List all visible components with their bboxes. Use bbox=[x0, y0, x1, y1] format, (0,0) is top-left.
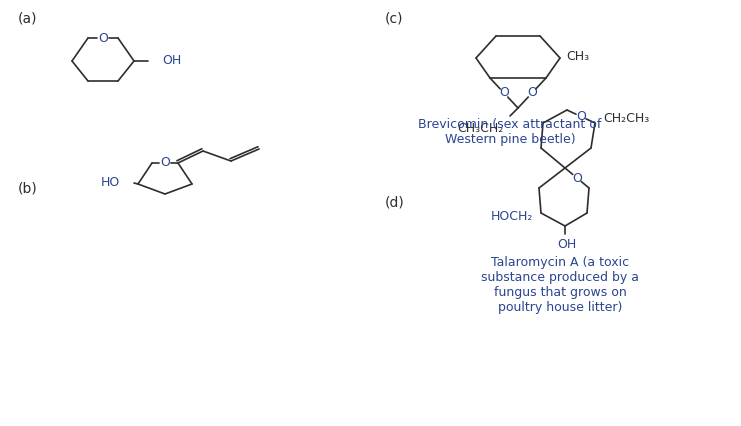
Text: O: O bbox=[527, 86, 537, 100]
Text: (b): (b) bbox=[18, 181, 38, 195]
Text: O: O bbox=[572, 172, 582, 184]
Text: O: O bbox=[98, 32, 108, 44]
Text: O: O bbox=[160, 156, 170, 170]
Text: Brevicomin (sex attractant of
Western pine beetle): Brevicomin (sex attractant of Western pi… bbox=[419, 118, 602, 146]
Text: (c): (c) bbox=[385, 11, 404, 25]
Text: CH₃CH₂: CH₃CH₂ bbox=[458, 122, 504, 135]
Text: O: O bbox=[499, 86, 509, 100]
Text: HOCH₂: HOCH₂ bbox=[491, 210, 533, 224]
Text: O: O bbox=[576, 110, 586, 123]
Text: OH: OH bbox=[557, 238, 576, 251]
Text: (d): (d) bbox=[385, 196, 405, 210]
Text: (a): (a) bbox=[18, 11, 38, 25]
Text: CH₂CH₃: CH₂CH₃ bbox=[603, 112, 649, 126]
Text: CH₃: CH₃ bbox=[566, 49, 589, 63]
Text: Talaromycin A (a toxic
substance produced by a
fungus that grows on
poultry hous: Talaromycin A (a toxic substance produce… bbox=[481, 256, 639, 314]
Text: HO: HO bbox=[101, 176, 120, 188]
Text: OH: OH bbox=[162, 55, 182, 67]
